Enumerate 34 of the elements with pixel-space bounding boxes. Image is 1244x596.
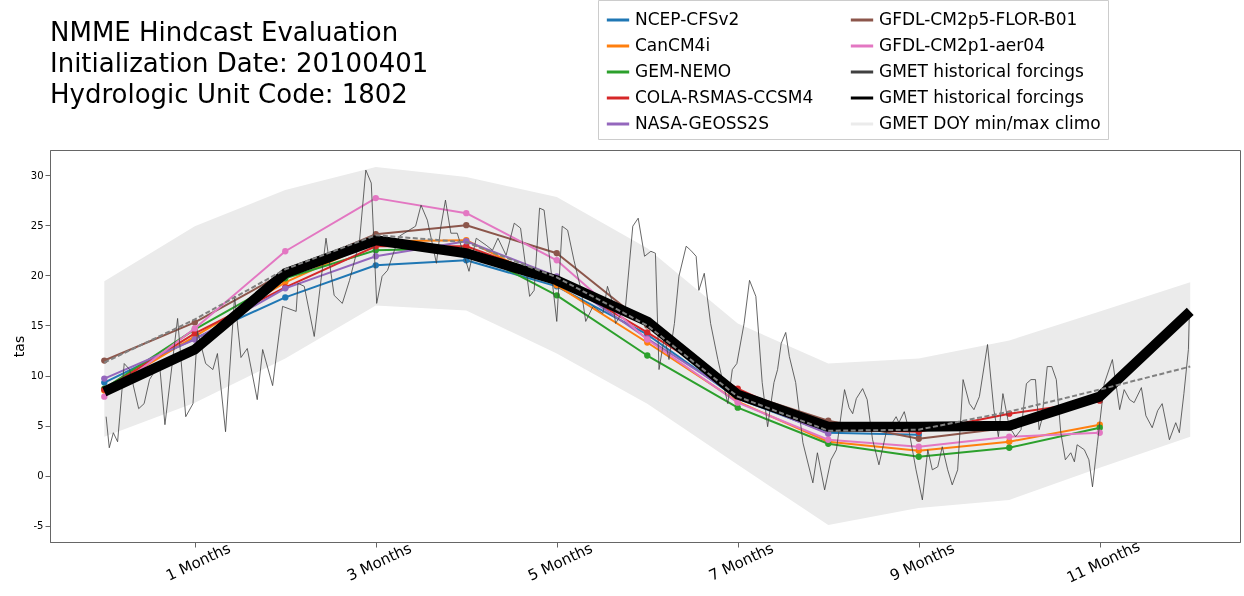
legend-label: GFDL-CM2p5-FLOR-B01 — [879, 9, 1078, 29]
y-tick-label: 5 — [37, 420, 44, 432]
y-tick-label: 0 — [37, 470, 44, 482]
point — [372, 194, 379, 202]
point — [101, 375, 108, 382]
y-tick-label: -5 — [33, 520, 44, 532]
point — [1006, 433, 1013, 440]
y-tick-label: 20 — [30, 269, 44, 281]
y-tick-label: 30 — [30, 169, 44, 181]
y-axis-title: tas — [10, 335, 27, 358]
y-tick-label: 10 — [30, 370, 44, 382]
y-tick-label: 25 — [30, 219, 44, 231]
point — [915, 443, 922, 450]
point — [915, 435, 922, 442]
legend-label: CanCM4i — [635, 35, 711, 55]
legend-label: GMET historical forcings — [879, 87, 1085, 107]
point — [282, 294, 289, 301]
point — [553, 257, 560, 264]
point — [282, 248, 289, 255]
legend-label: GEM-NEMO — [635, 61, 732, 81]
legend-label: COLA-RSMAS-CCSM4 — [635, 87, 814, 107]
legend-label: NASA-GEOSS2S — [635, 113, 769, 133]
point — [644, 352, 651, 359]
point — [463, 222, 470, 229]
point — [463, 210, 470, 217]
point — [553, 250, 560, 257]
chart-title: NMME Hindcast Evaluation Initialization Date: 20100401 Hydrologic Unit Code: 1802 — [50, 16, 429, 109]
point — [915, 453, 922, 460]
legend-label: GMET DOY min/max climo — [879, 113, 1101, 133]
point — [1006, 444, 1013, 451]
legend-label: GFDL-CM2p1-aer04 — [879, 35, 1045, 55]
y-tick-label: 15 — [30, 319, 44, 331]
legend-label: NCEP-CFSv2 — [635, 9, 740, 29]
legend-label: GMET historical forcings — [879, 61, 1085, 81]
